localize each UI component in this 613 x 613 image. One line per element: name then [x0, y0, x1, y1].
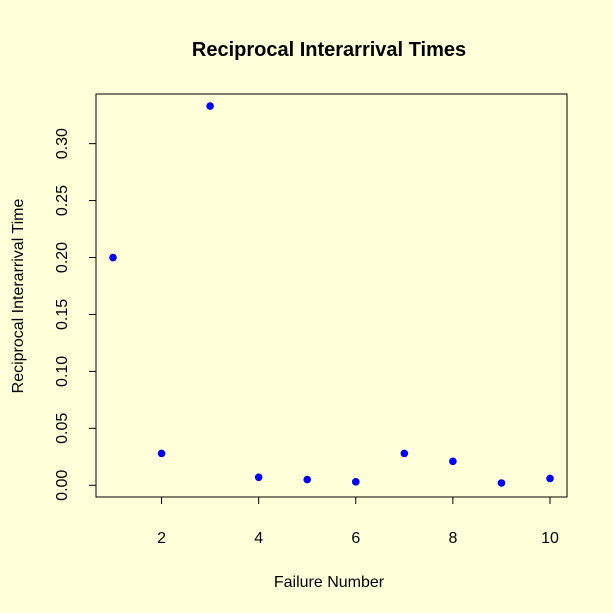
y-tick-label: 0.30 — [54, 128, 71, 159]
x-tick-label: 10 — [541, 530, 559, 547]
data-point — [400, 449, 409, 458]
x-tick-label: 8 — [448, 530, 457, 547]
data-point — [206, 102, 214, 110]
y-axis-label: Reciprocal Interarrival Time — [10, 199, 27, 394]
x-tick-label: 4 — [254, 530, 263, 547]
data-point — [303, 475, 312, 484]
data-point — [157, 449, 166, 458]
data-point — [546, 474, 554, 483]
y-tick-label: 0.25 — [54, 185, 71, 216]
y-tick-label: 0.10 — [54, 356, 71, 387]
chart-title: Reciprocal Interarrival Times — [192, 39, 466, 61]
data-point — [351, 478, 360, 486]
y-tick-label: 0.05 — [54, 413, 71, 444]
y-axis: 0.00 0.05 0.10 0.15 0.20 0.25 0.30 — [54, 128, 97, 501]
y-tick-label: 0.00 — [54, 470, 71, 501]
data-point — [497, 479, 506, 487]
data-point — [449, 457, 457, 466]
data-point — [109, 253, 117, 262]
y-tick-label: 0.20 — [54, 242, 71, 273]
data-point — [254, 473, 263, 482]
x-tick-label: 2 — [157, 530, 166, 547]
x-axis: 2 4 6 8 10 — [157, 496, 559, 547]
x-tick-label: 6 — [351, 530, 360, 547]
y-tick-label: 0.15 — [54, 299, 71, 330]
x-axis-label: Failure Number — [274, 574, 385, 591]
data-points — [109, 102, 554, 487]
